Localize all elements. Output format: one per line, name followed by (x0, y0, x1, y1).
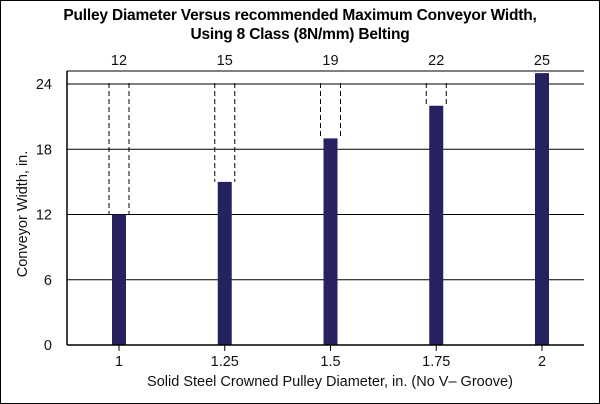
x-tick-label: 1.5 (320, 354, 340, 370)
x-axis-label: Solid Steel Crowned Pulley Diameter, in.… (147, 374, 513, 390)
y-tick-label: 12 (36, 208, 52, 224)
bars (112, 73, 549, 345)
y-axis-label: Conveyor Width, in. (15, 151, 31, 278)
x-tick-label: 1 (115, 354, 123, 370)
value-label: 25 (534, 53, 550, 69)
axes (66, 70, 584, 351)
guide-lines (108, 83, 447, 215)
chart-title: Pulley Diameter Versus recommended Maxim… (63, 7, 537, 24)
chart-subtitle: Using 8 Class (8N/mm) Belting (190, 26, 410, 43)
value-label: 12 (111, 53, 127, 69)
value-label: 19 (322, 53, 338, 69)
bar (535, 73, 549, 345)
bar (217, 181, 232, 345)
bar (323, 138, 338, 345)
x-tick-label: 1.25 (211, 354, 239, 370)
x-tick-label: 1.75 (422, 354, 450, 370)
value-label: 22 (428, 53, 444, 69)
y-tick-label: 18 (36, 142, 52, 158)
x-tick-label: 2 (538, 354, 546, 370)
bar (112, 214, 126, 345)
value-label: 15 (217, 53, 233, 69)
y-tick-label: 0 (44, 338, 52, 354)
y-tick-label: 24 (36, 77, 52, 93)
bar (429, 105, 444, 345)
labels: 0 6 12 18 24 12 1 15 1.25 19 1.5 22 1.75 25 2 (36, 53, 550, 370)
y-tick-label: 6 (44, 273, 52, 289)
